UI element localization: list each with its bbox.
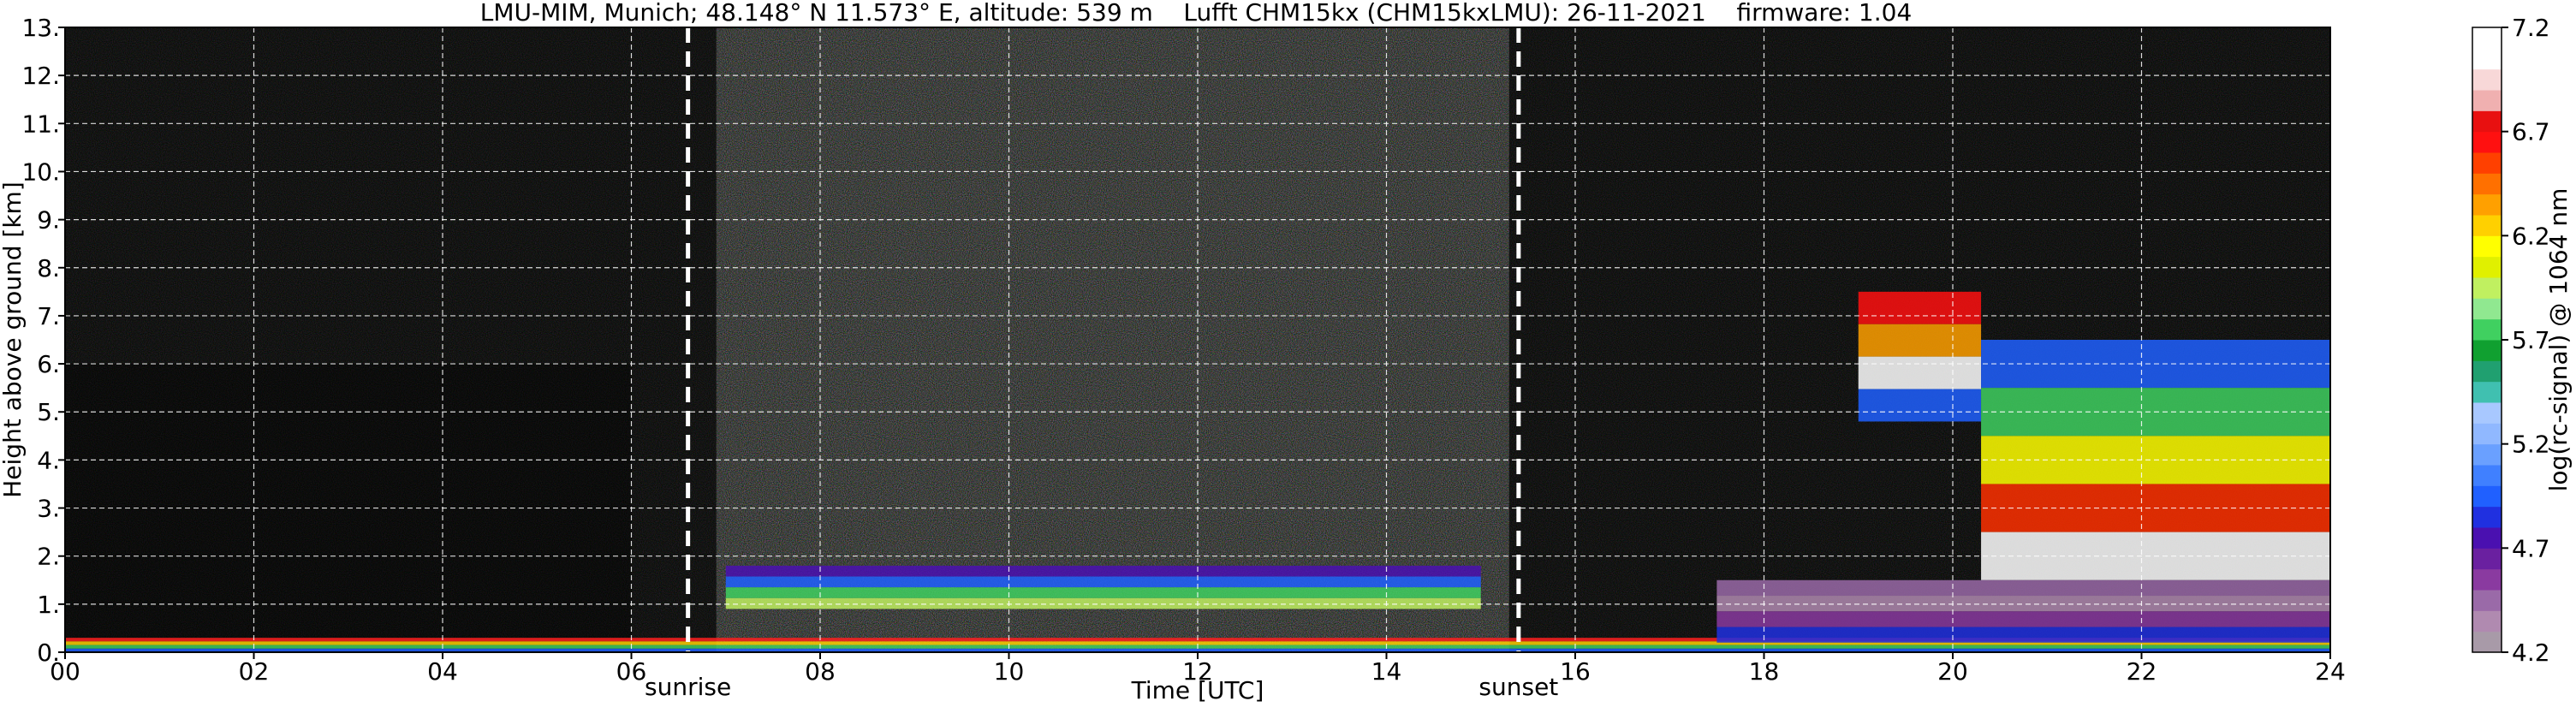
colorbar-segment [2472, 548, 2502, 570]
colorbar-segment [2472, 402, 2502, 424]
layer-band [725, 565, 1481, 577]
layer-mid-level-cloud [1858, 291, 1982, 422]
colorbar-segment [2472, 340, 2502, 361]
y-tick-label: 6. [37, 350, 60, 378]
colorbar-tick-label: 5.7 [2512, 326, 2550, 354]
colorbar-segment [2472, 381, 2502, 403]
layer-band [725, 597, 1481, 609]
chart-title: LMU-MIM, Munich; 48.148° N 11.573° E, al… [480, 0, 1913, 27]
x-tick-label: 08 [805, 657, 836, 686]
colorbar-tick-label: 5.2 [2512, 431, 2550, 459]
layer-band [65, 648, 2330, 652]
colorbar-segment [2472, 235, 2502, 258]
layer-band [1716, 596, 2330, 612]
grid-lines [65, 27, 2330, 652]
y-tick-label: 10. [21, 157, 60, 186]
colorbar-segment [2472, 152, 2502, 174]
colorbar-segment [2472, 360, 2502, 383]
colorbar-segment [2472, 527, 2502, 549]
layer-band [725, 576, 1481, 588]
x-tick-label: 18 [1749, 657, 1780, 686]
layer-band [1716, 611, 2330, 627]
colorbar-segment [2472, 68, 2502, 91]
colorbar-segment [2472, 485, 2502, 508]
x-axis-label: Time [UTC] [1131, 676, 1264, 704]
x-tick-label: 04 [427, 657, 458, 686]
colorbar-segment [2472, 173, 2502, 195]
y-tick-label: 12. [21, 62, 60, 90]
x-tick-label: 24 [2315, 657, 2346, 686]
colorbar-tick-label: 6.2 [2512, 222, 2550, 250]
annotation-label: sunrise [645, 673, 731, 701]
x-tick-label: 06 [616, 657, 647, 686]
layer-band [1858, 291, 1982, 324]
colorbar-segment [2472, 568, 2502, 591]
x-tick-label: 00 [50, 657, 80, 686]
colorbar-segment [2472, 277, 2502, 299]
y-tick-label: 2. [37, 543, 60, 571]
y-axis: 0. 1. 2. 3. 4. 5. 6. 7. 8. 9. 10. 11. 12. 13. [21, 14, 65, 667]
colorbar-segment [2472, 506, 2502, 528]
colorbar-segment [2472, 193, 2502, 216]
x-axis: 00 02 04 06 08 10 12 14 16 18 20 22 24 [50, 652, 2346, 686]
colorbar-segment [2472, 631, 2502, 653]
colorbar-segment [2472, 131, 2502, 153]
layer-residual-layer [1716, 579, 2330, 643]
y-tick-label: 0. [37, 639, 60, 667]
colorbar-tick-label: 6.7 [2512, 118, 2550, 146]
x-tick-label: 10 [994, 657, 1025, 686]
y-tick-label: 13. [21, 14, 60, 42]
y-tick-label: 7. [37, 302, 60, 330]
layer-aerosol-layer [725, 565, 1481, 609]
x-tick-label: 12 [1182, 657, 1213, 686]
colorbar-label: log(rc-signal) @ 1064 nm [2544, 188, 2573, 492]
layer-band [1858, 356, 1982, 389]
y-tick-label: 9. [37, 206, 60, 235]
colorbar-segment [2472, 215, 2502, 236]
layer-band [1858, 324, 1982, 357]
layer-band [725, 587, 1481, 598]
colorbar-segment [2472, 465, 2502, 486]
x-tick-label: 02 [239, 657, 270, 686]
annotation-labels: sunrise sunset [645, 673, 1558, 701]
x-tick-label: 16 [1560, 657, 1591, 686]
colorbar-segment [2472, 110, 2502, 133]
layer-band [1716, 627, 2330, 643]
y-tick-label: 4. [37, 446, 60, 474]
layer-band [1858, 389, 1982, 422]
y-tick-label: 11. [21, 110, 60, 138]
layer-band [65, 641, 2330, 645]
y-axis-label: Height above ground [km] [0, 181, 27, 498]
x-tick-label: 20 [1937, 657, 1968, 686]
colorbar-segment [2472, 27, 2502, 49]
colorbar: 4.2 4.7 5.2 5.7 6.2 6.7 7.2 [2472, 14, 2550, 667]
colorbar-segment [2472, 590, 2502, 611]
annotation-lines [686, 27, 1521, 652]
colorbar-tick-label: 4.2 [2512, 639, 2550, 667]
colorbar-segment [2472, 610, 2502, 633]
colorbar-tick-label: 4.7 [2512, 534, 2550, 562]
colorbar-segment [2472, 90, 2502, 111]
colorbar-segment [2472, 48, 2502, 70]
colorbar-segment [2472, 318, 2502, 341]
colorbar-segment [2472, 256, 2502, 278]
y-tick-label: 5. [37, 398, 60, 426]
y-tick-label: 8. [37, 254, 60, 282]
annotation-label: sunset [1478, 673, 1558, 701]
colorbar-segment [2472, 443, 2502, 466]
y-tick-label: 1. [37, 591, 60, 619]
colorbar-segment [2472, 298, 2502, 320]
x-tick-label: 22 [2127, 657, 2157, 686]
daytime-noise [716, 27, 1509, 652]
y-tick-label: 3. [37, 495, 60, 523]
layer-band [1716, 579, 2330, 597]
colorbar-tick-label: 7.2 [2512, 14, 2550, 42]
x-tick-label: 14 [1371, 657, 1402, 686]
colorbar-segment [2472, 423, 2502, 445]
